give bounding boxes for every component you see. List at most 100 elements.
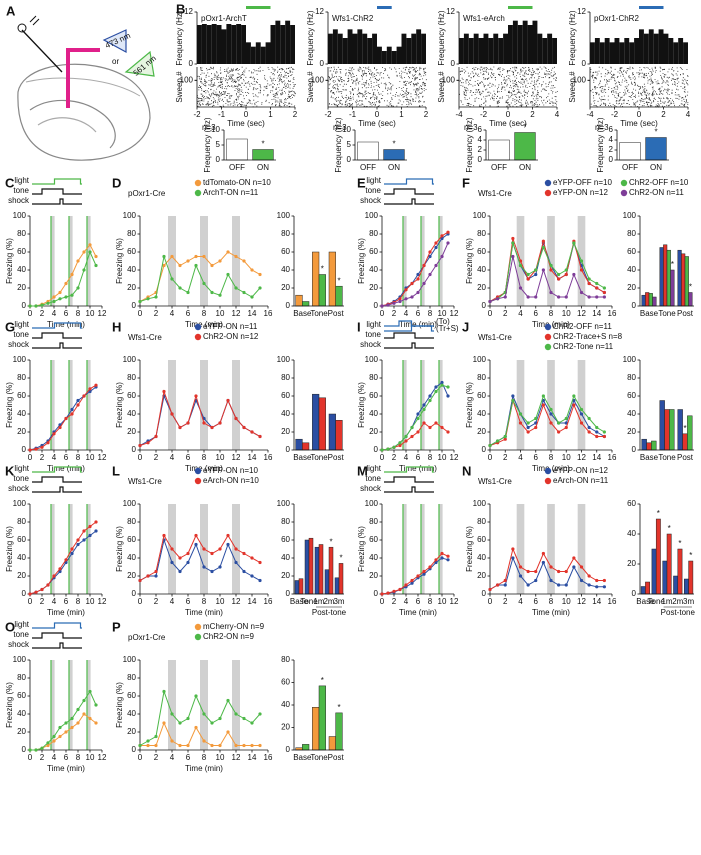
data-point [446,554,450,558]
series-line [139,534,261,581]
data-point [76,538,80,542]
data-point [428,250,432,254]
x-tick-label: 6 [186,597,191,606]
x-tick-label: -2 [611,110,619,119]
y-tick-label: 60 [369,391,378,400]
histogram-bar [241,25,246,64]
axis-title: Sweep # [437,71,446,103]
legend-swatch [194,623,202,631]
bar [655,518,661,595]
significance-star: * [339,554,342,563]
x-tick-label: 10 [86,309,95,318]
x-tick-label: 4 [404,597,409,606]
data-point [138,299,142,304]
data-point [440,425,444,430]
axis-title: Time (sec) [358,119,396,128]
data-point [82,538,86,542]
data-point [526,272,530,277]
protocol-label: light [366,176,381,185]
data-point [52,432,56,436]
data-point [242,290,246,295]
x-tick-label: 2 [40,453,45,462]
data-point [541,245,545,250]
shock-trace [32,198,82,205]
bar [664,409,670,451]
bar [670,269,675,307]
x-tick-label: Tone [310,753,328,762]
data-point [398,297,402,301]
data-point [549,263,553,268]
panel-title: Wfs1-Cre [478,477,512,486]
data-point [146,297,150,301]
legend-label: eYFP-ON n=11 [203,322,258,331]
tone-epoch [168,360,176,450]
data-point [234,560,238,565]
y-tick-label: 0 [189,59,194,68]
significance-star: * [689,551,692,560]
annotation: n=3 [464,123,478,132]
y-tick-label: 20 [281,571,290,580]
bar [688,292,693,307]
data-point [170,739,174,743]
data-point [549,407,553,412]
bar [659,247,664,307]
significance-star: * [678,539,681,548]
raster-spikes [459,66,558,108]
data-point [210,721,214,725]
histogram-bar [337,33,343,64]
panel-letter: I [357,319,361,334]
data-point [58,567,62,571]
x-tick-label: 14 [592,309,601,318]
x-tick-label: 2 [154,309,159,318]
y-tick-label: 40 [127,709,136,718]
x-tick-label: Base [293,309,312,318]
x-tick-label: 4 [555,110,560,119]
data-point [518,574,523,578]
bar [226,138,248,161]
y-tick-label: 80 [477,229,486,238]
histogram-bar [537,33,543,64]
x-tick-label: 6 [416,453,421,462]
x-tick-label: OFF [622,163,638,172]
data-point [52,739,56,743]
histogram-bar [275,20,281,65]
x-tick-label: 0 [637,110,642,119]
histogram-bar [332,29,338,64]
y-tick-label: 40 [17,409,26,418]
x-tick-label: 4 [404,309,409,318]
histogram-bar [362,33,368,64]
histogram-bar [609,42,615,64]
x-tick-label: Tone [658,453,676,462]
y-tick-label: 0 [347,155,352,164]
bar [673,575,679,595]
tone-epoch [69,360,73,450]
histogram-bar [459,38,464,64]
bar [328,736,336,751]
axis-title: Frequency (Hz) [175,10,184,65]
histogram-bar [463,33,469,64]
bar [324,569,330,595]
x-tick-label: 14 [592,597,601,606]
histogram-bar [653,33,659,64]
group-label: Post-tone [661,608,696,617]
panel-letter: A [6,3,16,18]
x-tick-label: 6 [416,309,421,318]
significance-star: * [321,265,324,274]
x-tick-label: 4 [170,597,175,606]
bar [666,533,672,595]
y-tick-label: 20 [127,283,136,292]
data-point [76,259,80,263]
data-point [380,304,384,308]
protocol-label: light [14,620,29,629]
x-tick-label: 12 [577,453,586,462]
y-tick-label: 100 [442,75,456,84]
data-point [178,263,182,268]
y-tick-label: 0 [609,155,614,164]
tone-epoch [87,660,91,750]
data-point [210,743,214,748]
histogram-bar [473,33,479,64]
y-tick-label: 60 [369,247,378,256]
data-point [186,421,190,425]
histogram-bar [604,38,610,64]
